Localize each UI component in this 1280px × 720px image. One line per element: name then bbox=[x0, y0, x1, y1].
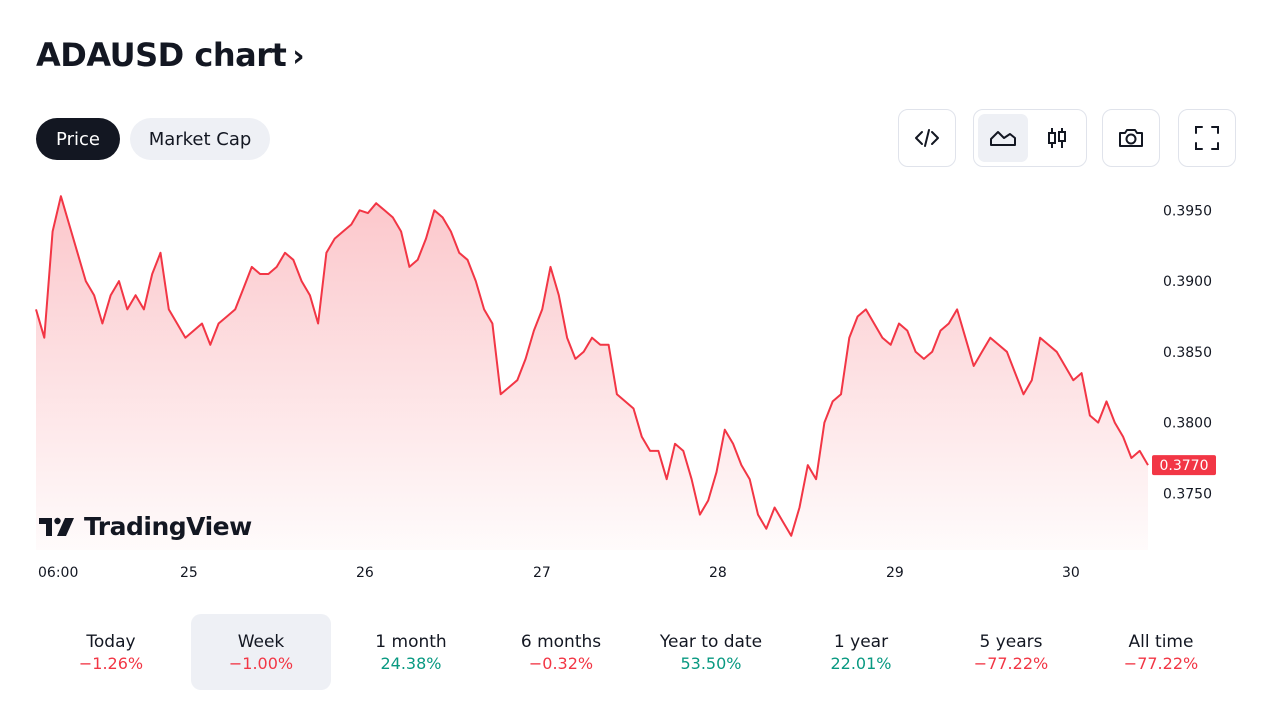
period-label: 5 years bbox=[979, 631, 1043, 652]
period-label: 1 month bbox=[375, 631, 447, 652]
period-label: 6 months bbox=[520, 631, 602, 652]
last-price-badge bbox=[1152, 455, 1216, 476]
period-selector: Today −1.26% Week −1.00% 1 month 24.38% … bbox=[36, 614, 1236, 690]
x-axis-tick-label: 30 bbox=[1062, 565, 1080, 581]
y-axis-tick-label: 0.3850 bbox=[1163, 345, 1212, 361]
period-today[interactable]: Today −1.26% bbox=[41, 614, 181, 690]
x-axis-tick-label: 25 bbox=[180, 565, 198, 581]
price-area-fill bbox=[36, 196, 1148, 550]
fullscreen-icon bbox=[1195, 126, 1219, 150]
period-label: Year to date bbox=[659, 631, 763, 652]
y-axis-tick-label: 0.3900 bbox=[1163, 274, 1212, 290]
period-label: All time bbox=[1128, 631, 1194, 652]
period-all-time[interactable]: All time −77.22% bbox=[1091, 614, 1231, 690]
x-axis-tick-label: 28 bbox=[709, 565, 727, 581]
tradingview-watermark: TradingView bbox=[38, 512, 252, 541]
tab-market-cap[interactable]: Market Cap bbox=[130, 118, 270, 160]
code-embed-icon bbox=[915, 129, 939, 147]
chevron-right-icon: › bbox=[292, 39, 305, 74]
period-week[interactable]: Week −1.00% bbox=[191, 614, 331, 690]
tradingview-logo-icon bbox=[39, 517, 74, 536]
period-change: −1.00% bbox=[228, 653, 294, 673]
watermark-text: TradingView bbox=[84, 512, 252, 541]
period-change: 53.50% bbox=[680, 653, 742, 673]
period-5-years[interactable]: 5 years −77.22% bbox=[941, 614, 1081, 690]
fullscreen-button[interactable] bbox=[1178, 109, 1236, 167]
snapshot-button[interactable] bbox=[1102, 109, 1160, 167]
period-6-months[interactable]: 6 months −0.32% bbox=[491, 614, 631, 690]
x-axis-tick-label: 29 bbox=[886, 565, 904, 581]
chart-style-toggle bbox=[973, 109, 1087, 167]
period-change: −0.32% bbox=[528, 653, 594, 673]
x-axis-tick-label: 27 bbox=[533, 565, 551, 581]
area-chart-icon bbox=[990, 131, 1016, 146]
price-line bbox=[35, 195, 1149, 537]
y-axis-tick-label: 0.3800 bbox=[1163, 416, 1212, 432]
y-axis-tick-label: 0.3750 bbox=[1163, 486, 1212, 502]
period-change: −77.22% bbox=[1123, 653, 1199, 673]
period-change: −77.22% bbox=[973, 653, 1049, 673]
period-1-month[interactable]: 1 month 24.38% bbox=[341, 614, 481, 690]
candlestick-icon bbox=[1048, 128, 1066, 148]
last-price-label: 0.3770 bbox=[1160, 458, 1209, 474]
tab-price[interactable]: Price bbox=[36, 118, 120, 160]
period-change: 24.38% bbox=[380, 653, 442, 673]
x-axis-tick-label: 26 bbox=[356, 565, 374, 581]
period-label: 1 year bbox=[833, 631, 889, 652]
embed-button[interactable] bbox=[898, 109, 956, 167]
period-label: Week bbox=[237, 631, 285, 652]
period-1-year[interactable]: 1 year 22.01% bbox=[791, 614, 931, 690]
price-chart[interactable]: 0.3950 0.3900 0.3850 0.3800 0.3750 06:00 25 26… bbox=[0, 180, 1280, 590]
period-change: 22.01% bbox=[830, 653, 892, 673]
period-change: −1.26% bbox=[78, 653, 144, 673]
camera-icon bbox=[1119, 129, 1143, 147]
page-title-text: ADAUSD chart bbox=[36, 36, 287, 74]
x-axis-tick-label: 06:00 bbox=[38, 565, 78, 581]
page-title[interactable]: ADAUSD chart › bbox=[36, 36, 305, 74]
period-year-to-date[interactable]: Year to date 53.50% bbox=[641, 614, 781, 690]
area-style-button[interactable] bbox=[978, 114, 1028, 162]
period-label: Today bbox=[86, 631, 136, 652]
y-axis-tick-label: 0.3950 bbox=[1163, 203, 1212, 219]
candles-style-button[interactable] bbox=[1032, 114, 1082, 162]
